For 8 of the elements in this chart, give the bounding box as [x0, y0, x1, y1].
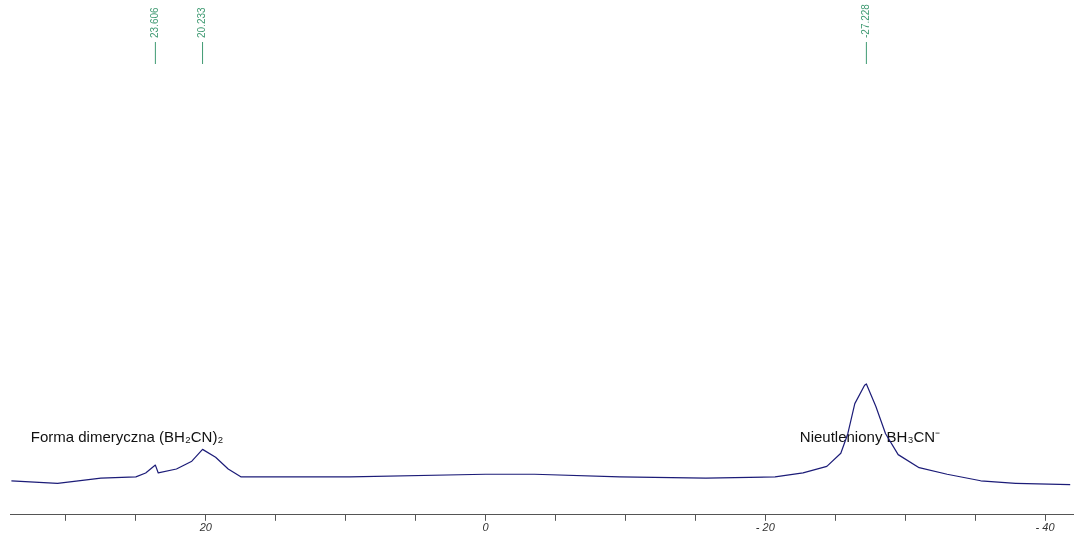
x-tick-label: 0 [482, 521, 490, 534]
x-tick-label: - 20 [755, 521, 776, 534]
x-tick-label: 20 [198, 521, 213, 534]
annotation: Forma dimeryczna (BH₂CN)₂ [30, 428, 224, 446]
x-tick-label: - 40 [1035, 521, 1056, 534]
annotation: -27.228 [860, 3, 872, 38]
annotation: 20.233 [196, 6, 208, 38]
annotation: 23.606 [149, 6, 161, 38]
